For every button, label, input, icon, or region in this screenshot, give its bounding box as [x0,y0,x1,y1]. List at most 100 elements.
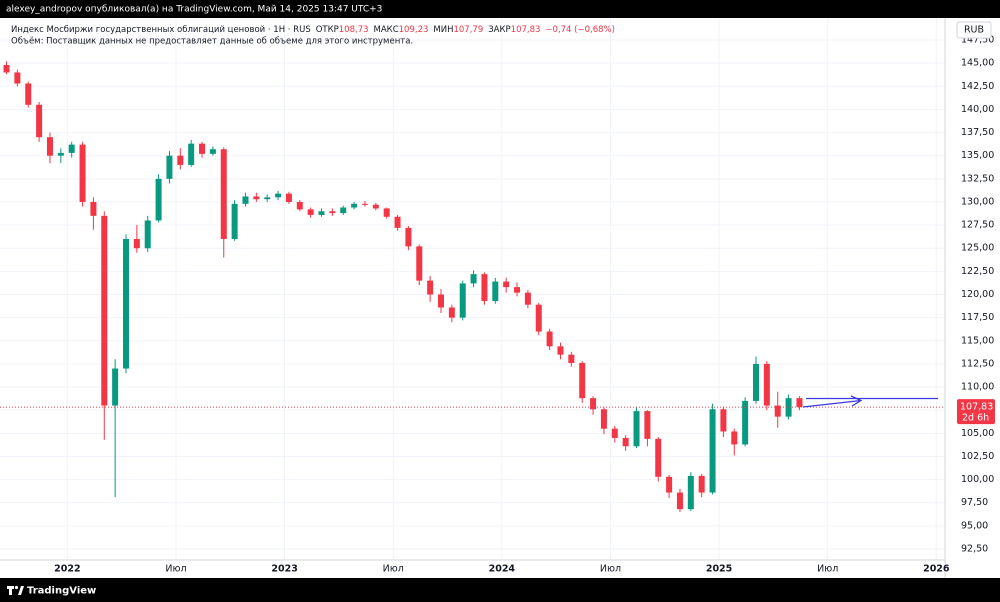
candle-body [90,201,97,216]
candle-body [307,209,314,215]
brand: TradingView [27,586,96,597]
x-tick-label: Июл [165,564,186,575]
candle-body [492,281,499,301]
candle-body [144,220,151,249]
candle-body [112,368,119,406]
y-tick-label: 110,00 [961,382,994,393]
candle-body [383,208,390,217]
candle-body [242,196,249,204]
candle-body [253,196,260,200]
candle-body [3,65,10,73]
axes: 92,5095,0097,50100,00102,50105,00107,501… [54,35,995,575]
x-tick-label: 2022 [54,564,80,575]
ohlc-label: МАКС [374,25,399,35]
y-tick-label: 122,50 [961,266,994,277]
candle-body [763,363,770,406]
candle-body [720,409,727,432]
y-tick-label: 105,00 [961,428,994,439]
y-tick-label: 112,50 [961,358,994,369]
candle-body [351,203,358,208]
candle-body [687,475,694,510]
candle-body [275,193,282,198]
ohlc-label: ОТКР [316,25,339,35]
annotation-arrow [802,395,863,408]
candle-body [361,203,368,205]
footer-bar [0,578,1000,602]
candle-body [220,149,227,239]
x-tick-label: Июл [600,564,621,575]
y-tick-label: 137,50 [961,127,994,138]
candle-body [264,197,271,200]
candle-body [133,238,140,249]
y-tick-label: 115,00 [961,335,994,346]
candle-body [46,137,53,156]
y-tick-label: 95,00 [961,520,988,531]
x-tick-label: Июл [817,564,838,575]
candle-body [101,215,108,406]
candle-body [753,363,759,401]
y-tick-label: 127,50 [961,220,994,231]
candle-body [676,492,683,510]
candle-body [372,204,379,209]
candle-body [459,283,466,318]
candle-body [394,216,401,228]
legend-line: Индекс Мосбиржи государственных облигаци… [11,25,615,35]
logo-part [9,586,12,595]
y-tick-label: 120,00 [961,289,994,300]
ohlc-value: 107,79 [453,25,483,35]
legend: Индекс Мосбиржи государственных облигаци… [11,25,615,35]
candle-body [36,104,43,138]
candle-body [503,281,510,288]
candle-body [340,207,347,214]
logo-part [14,585,19,590]
y-tick-label: 142,50 [961,81,994,92]
logo [7,585,24,595]
candle-body [14,72,21,84]
candle-body [329,211,336,214]
candle-body [535,304,542,332]
candle-body [655,438,662,477]
candle-body [568,354,575,363]
candle-body [666,476,673,493]
y-tick-label: 132,50 [961,173,994,184]
currency-box [956,21,992,39]
countdown: 2d 6h [962,413,989,424]
publisher: alexey_andropov опубликовал(а) на Tradin… [6,5,382,15]
y-tick-label: 147,50 [961,35,994,46]
annotation [802,395,938,408]
candle-body [285,193,292,202]
ohlc-value: 109,23 [399,25,429,35]
ohlc-value: 107,83 [511,25,541,35]
candle-body [209,149,216,154]
candle-body [68,144,75,153]
candle-body [199,143,206,154]
candle-body [427,280,434,295]
candle-body [698,475,705,493]
x-tick-label: 2026 [923,564,950,575]
y-tick-label: 117,50 [961,312,994,323]
candle-body [416,246,423,281]
candle-body [405,227,412,247]
candle-body [644,411,651,439]
candle-body [557,346,564,355]
candle-body [731,431,738,445]
candle-body [79,144,86,202]
y-tick-label: 97,50 [961,497,988,508]
currency: RUB [964,25,984,36]
candle-body [470,274,477,284]
last-price-box [957,399,995,425]
x-tick-label: 2023 [271,564,297,575]
candle-body [448,307,455,318]
candle-body [438,294,444,308]
chart-area [0,18,1000,578]
candle-body [796,398,803,408]
y-tick-label: 135,00 [961,150,994,161]
candle-body [123,238,129,369]
y-tick-label: 140,00 [961,104,994,115]
ohlc-label: МИН [433,25,453,35]
volume-note: Объём: Поставщик данных не предоставляет… [11,37,413,47]
candle-body [296,201,303,210]
ohlc-label: ЗАКР [488,25,510,35]
y-tick-label: 145,00 [961,58,994,69]
